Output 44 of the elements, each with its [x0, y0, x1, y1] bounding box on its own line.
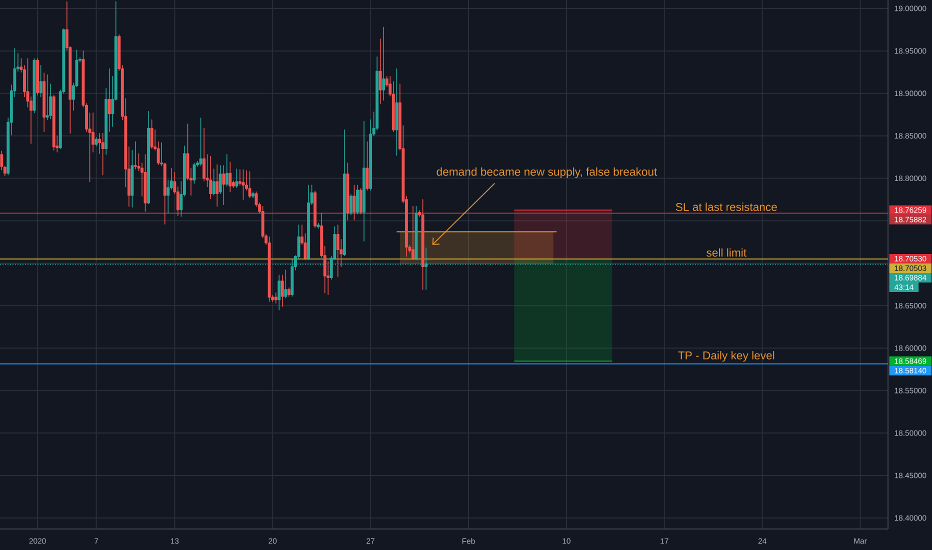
annotation: demand became new supply, false breakout [436, 167, 658, 178]
candlestick [36, 58, 40, 96]
candlestick [104, 88, 108, 155]
candlestick [52, 94, 56, 151]
candlestick [274, 292, 278, 304]
candlestick [352, 184, 356, 220]
candlestick [212, 168, 216, 196]
candlestick [349, 194, 352, 216]
candlestick [150, 119, 154, 149]
candlestick [382, 26, 386, 101]
candlestick [39, 64, 42, 98]
candlestick [130, 150, 134, 208]
candlestick [314, 190, 317, 228]
candlestick [42, 72, 46, 132]
candlestick [144, 154, 147, 212]
candlestick [336, 224, 340, 278]
candlestick [222, 165, 226, 206]
candlestick [216, 164, 219, 207]
candlestick [94, 137, 98, 146]
candlestick [412, 206, 414, 260]
annotation: sell limit [706, 248, 746, 257]
candlestick [362, 121, 366, 242]
candlestick [342, 130, 346, 256]
candlestick [134, 141, 137, 170]
candlestick [278, 274, 281, 310]
candlestick [268, 236, 271, 302]
candlestick [346, 162, 350, 220]
candlestick [225, 154, 228, 186]
candlestick [316, 222, 320, 229]
candlestick [356, 184, 359, 214]
candlestick [147, 110, 150, 204]
candlestick [366, 141, 369, 191]
candlestick [421, 199, 424, 290]
candlestick [218, 165, 222, 194]
annotation: TP - Daily key level [678, 351, 774, 362]
candlestick [252, 191, 254, 198]
candlestick [32, 58, 36, 114]
candlestick [228, 162, 232, 192]
annotation: SL at last resistance [676, 202, 777, 212]
candlestick [307, 184, 310, 260]
candlestick [209, 156, 212, 200]
candlestick [108, 68, 111, 132]
candlestick [287, 287, 290, 297]
candlestick [280, 274, 284, 307]
